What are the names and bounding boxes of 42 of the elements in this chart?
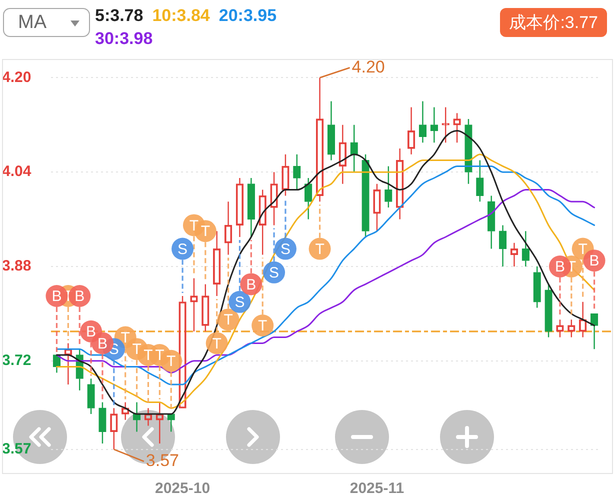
data-label: T bbox=[144, 347, 153, 364]
text: 20:3.95 bbox=[218, 5, 277, 27]
text: 10:3.84 bbox=[152, 5, 210, 27]
badge: 成本价:3.77 bbox=[500, 8, 607, 37]
text: 3.57 bbox=[146, 451, 179, 470]
y-tick-label: 4.04 bbox=[2, 163, 32, 180]
data-label: B bbox=[52, 288, 62, 306]
data-label: T bbox=[120, 329, 130, 346]
y-tick-label: 3.57 bbox=[2, 440, 32, 458]
dropdown: MA bbox=[3, 8, 90, 37]
text: 4.20 bbox=[352, 57, 385, 76]
data-label: B bbox=[74, 288, 85, 306]
legend-title: MA bbox=[18, 11, 46, 35]
data-label: T bbox=[189, 217, 199, 234]
data-label: B bbox=[86, 324, 96, 341]
data-label: S bbox=[178, 240, 188, 258]
y-tick-label: 4.20 bbox=[2, 68, 32, 86]
text: 30:3.98 bbox=[95, 28, 153, 50]
data-label: B bbox=[589, 252, 600, 270]
data-label: T bbox=[155, 347, 164, 364]
x-tick-label: 2025-10 bbox=[155, 480, 210, 498]
data-label: S bbox=[280, 240, 290, 258]
data-label: T bbox=[224, 312, 233, 329]
text: 5:3.78 bbox=[95, 5, 144, 27]
data-label: S bbox=[108, 341, 119, 358]
data-label: T bbox=[258, 318, 268, 335]
data-label: B bbox=[97, 335, 108, 352]
data-label: S bbox=[234, 294, 245, 312]
data-label: B bbox=[554, 258, 565, 276]
data-label: T bbox=[64, 288, 73, 306]
data-label: S bbox=[269, 264, 280, 282]
data-label: T bbox=[315, 240, 324, 258]
data-label: T bbox=[166, 353, 176, 370]
data-label: T bbox=[212, 335, 222, 352]
x-tick-label: 2025-11 bbox=[350, 480, 404, 498]
y-tick-label: 3.72 bbox=[2, 352, 32, 370]
data-label: T bbox=[132, 341, 142, 358]
data-label: T bbox=[200, 223, 210, 240]
data-label: B bbox=[246, 276, 256, 294]
data-label: T bbox=[566, 258, 576, 276]
y-tick-label: 3.88 bbox=[2, 258, 32, 275]
data-label: T bbox=[578, 240, 588, 258]
